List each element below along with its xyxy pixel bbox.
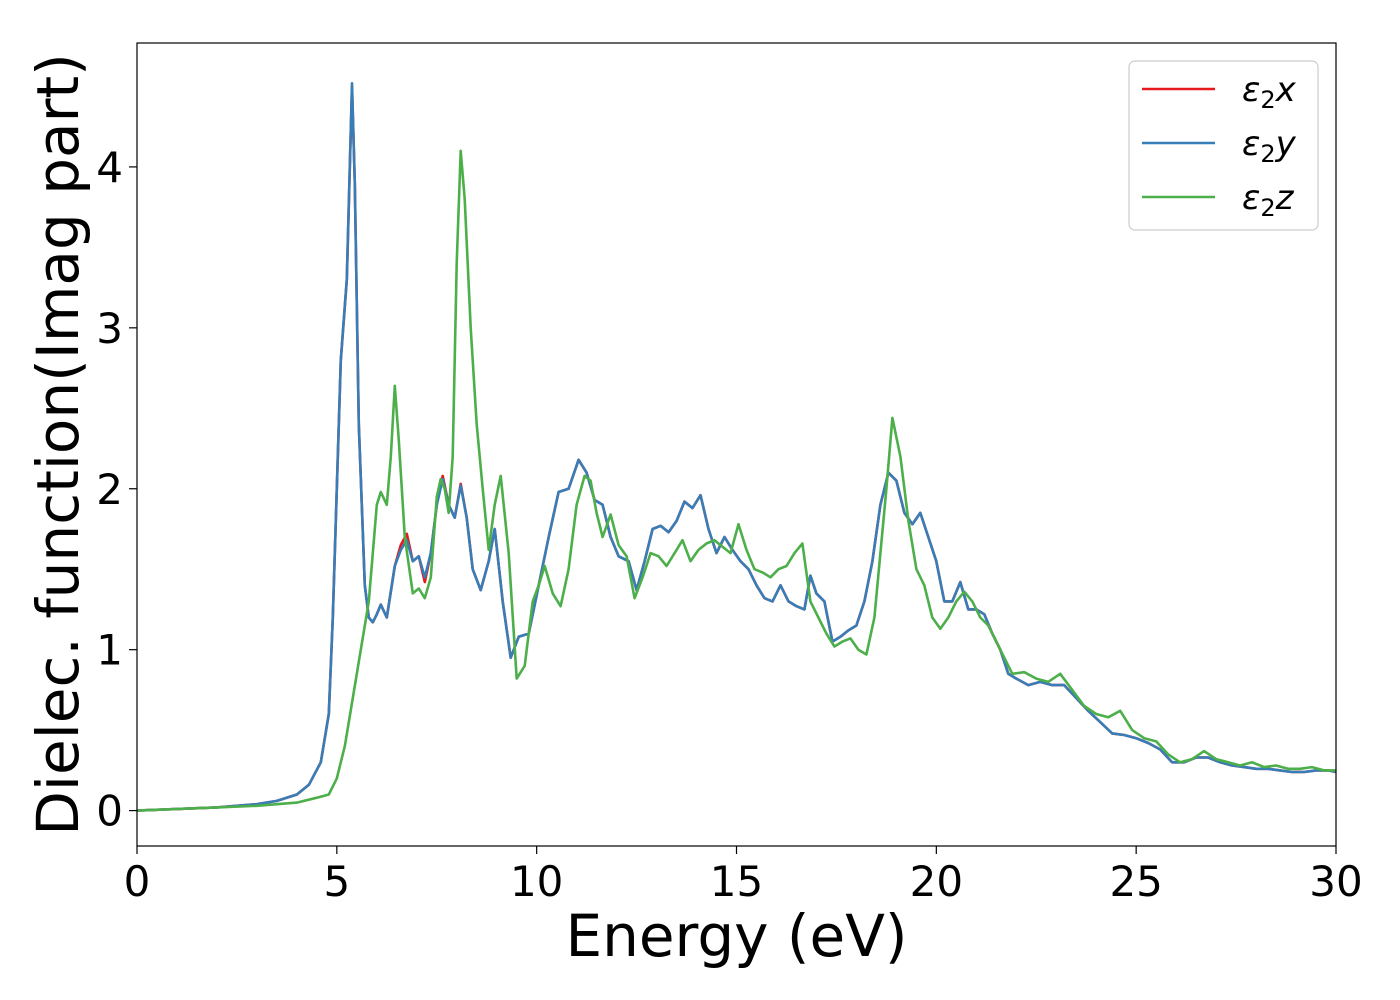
x-tick-label: 15: [710, 857, 763, 906]
legend-box: [1128, 60, 1319, 231]
legend: ε2x ε2y ε2z: [1128, 60, 1319, 231]
y-tick-label: 0: [96, 787, 123, 836]
legend-label-z: ε2z: [1242, 178, 1295, 222]
y-tick-label: 1: [96, 626, 123, 675]
x-tick-label: 30: [1309, 857, 1362, 906]
plot-lines: [136, 81, 1337, 812]
y-axis-title: Dielec. function(Imag part): [24, 53, 92, 836]
y-tick-label: 4: [96, 143, 123, 192]
y-tick-label: 3: [96, 304, 123, 353]
x-tick-label: 10: [510, 857, 563, 906]
legend-label-y: ε2y: [1242, 124, 1297, 168]
x-tick-label: 5: [323, 857, 350, 906]
x-tick-label: 20: [910, 857, 963, 906]
x-tick-label: 0: [124, 857, 151, 906]
y-axis-ticks: 0 1 2 3 4: [96, 143, 137, 836]
x-axis-ticks: 0 5 10 15 20 25 30: [124, 846, 1363, 906]
legend-label-x: ε2x: [1242, 70, 1297, 114]
series-line-z: [136, 149, 1336, 812]
x-tick-label: 25: [1109, 857, 1162, 906]
y-tick-label: 2: [96, 465, 123, 514]
x-axis-title: Energy (eV): [565, 902, 907, 970]
